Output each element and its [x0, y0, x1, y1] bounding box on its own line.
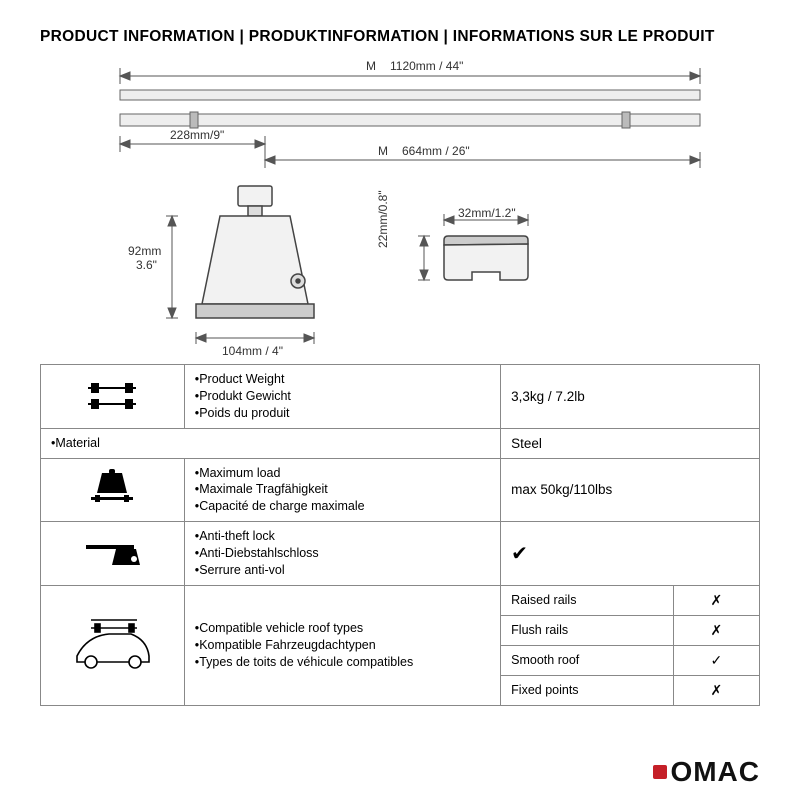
maxload-value: max 50kg/110lbs — [501, 458, 760, 522]
row-maxload: Maximum load Maximale Tragfähigkeit Capa… — [41, 458, 760, 522]
compat-labels: Compatible vehicle roof types Kompatible… — [184, 585, 500, 705]
weight-icon — [41, 365, 185, 429]
row-material: Material Steel — [41, 428, 760, 458]
dim-inner-len: 664mm / 26" — [402, 144, 470, 158]
title-de: PRODUKTINFORMATION — [249, 28, 439, 45]
compat-icon — [41, 585, 185, 705]
compat-mark-0: ✗ — [673, 585, 759, 615]
compat-name-3: Fixed points — [501, 675, 674, 705]
diagram-svg — [0, 56, 800, 356]
compat-mark-2: ✓ — [673, 645, 759, 675]
spec-table: Product Weight Produkt Gewicht Poids du … — [40, 364, 760, 706]
logo-text: OMAC — [670, 756, 760, 788]
maxload-labels: Maximum load Maximale Tragfähigkeit Capa… — [184, 458, 500, 522]
dim-full-m: M — [366, 59, 376, 73]
title-en: PRODUCT INFORMATION — [40, 28, 235, 45]
dim-inner-m: M — [378, 144, 388, 158]
compat-mark-1: ✗ — [673, 615, 759, 645]
page-title: PRODUCT INFORMATION | PRODUKTINFORMATION… — [0, 0, 800, 56]
dim-offset: 228mm/9" — [170, 128, 224, 142]
title-fr: INFORMATIONS SUR LE PRODUIT — [453, 28, 715, 45]
compat-mark-3: ✗ — [673, 675, 759, 705]
weight-labels: Product Weight Produkt Gewicht Poids du … — [184, 365, 500, 429]
antitheft-labels: Anti-theft lock Anti-Diebstahlschloss Se… — [184, 522, 500, 586]
row-weight: Product Weight Produkt Gewicht Poids du … — [41, 365, 760, 429]
compat-name-0: Raised rails — [501, 585, 674, 615]
dim-bar-h: 22mm/0.8" — [376, 190, 390, 248]
material-label: Material — [41, 428, 501, 458]
row-antitheft: Anti-theft lock Anti-Diebstahlschloss Se… — [41, 522, 760, 586]
antitheft-check: ✔ — [501, 522, 760, 586]
weight-value: 3,3kg / 7.2lb — [501, 365, 760, 429]
antitheft-icon — [41, 522, 185, 586]
maxload-icon — [41, 458, 185, 522]
dim-bar-w: 32mm/1.2" — [458, 206, 516, 220]
logo-dot-icon — [653, 765, 667, 779]
compat-name-2: Smooth roof — [501, 645, 674, 675]
material-value: Steel — [501, 428, 760, 458]
brand-logo: OMAC — [653, 756, 760, 788]
dim-full-len: 1120mm / 44" — [390, 59, 463, 73]
compat-name-1: Flush rails — [501, 615, 674, 645]
dimension-diagrams: M 1120mm / 44" 228mm/9" M 664mm / 26" 92… — [0, 56, 800, 356]
row-compat-0: Compatible vehicle roof types Kompatible… — [41, 585, 760, 615]
dim-foot-h-in: 3.6" — [136, 258, 157, 272]
dim-foot-h-mm: 92mm — [128, 244, 161, 258]
dim-foot-w: 104mm / 4" — [222, 344, 283, 358]
